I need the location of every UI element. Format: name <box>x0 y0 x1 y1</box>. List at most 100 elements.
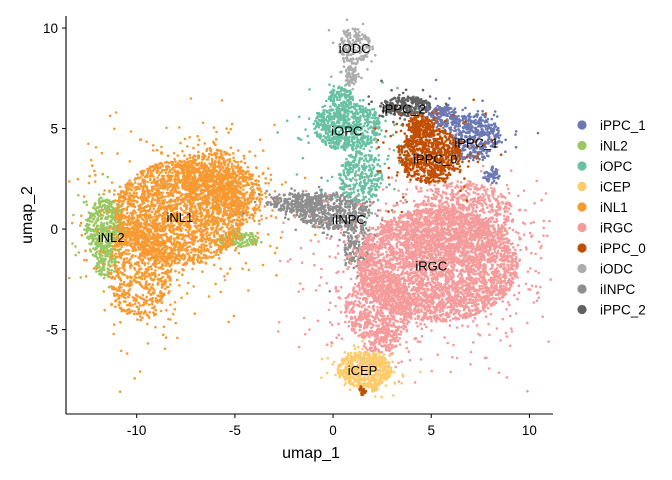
point <box>201 191 204 195</box>
point <box>115 203 119 206</box>
point <box>224 175 228 178</box>
point <box>102 251 105 254</box>
point <box>120 210 124 213</box>
point <box>153 313 156 317</box>
point <box>215 232 219 235</box>
point <box>237 252 241 255</box>
point <box>228 201 231 205</box>
point <box>139 297 143 300</box>
point <box>127 252 131 256</box>
point <box>198 171 201 175</box>
point <box>164 205 168 208</box>
point <box>246 202 250 205</box>
point <box>128 304 132 307</box>
point <box>205 222 208 225</box>
point <box>215 202 218 205</box>
point <box>182 174 185 178</box>
point <box>154 224 158 227</box>
point <box>167 239 171 242</box>
point <box>127 249 131 252</box>
point <box>174 259 177 262</box>
point <box>251 185 254 188</box>
point <box>240 201 244 204</box>
point <box>269 178 273 181</box>
point <box>126 205 130 208</box>
point <box>181 243 184 246</box>
point <box>129 242 133 245</box>
point <box>213 207 216 210</box>
point <box>220 173 224 176</box>
point <box>161 293 165 297</box>
point <box>224 187 228 191</box>
point <box>138 255 142 259</box>
point <box>137 276 140 279</box>
point <box>108 210 112 214</box>
point <box>95 237 98 240</box>
point <box>118 300 121 304</box>
point <box>179 201 183 205</box>
point <box>158 234 161 238</box>
point <box>150 302 154 306</box>
point <box>273 190 277 193</box>
point <box>165 126 168 130</box>
point <box>84 249 87 252</box>
point <box>201 121 205 125</box>
point <box>87 142 90 146</box>
point <box>163 187 167 190</box>
point <box>226 209 230 212</box>
point <box>251 235 255 239</box>
point <box>142 197 146 200</box>
point <box>125 275 129 278</box>
point <box>119 277 122 281</box>
point <box>223 221 226 224</box>
point <box>261 172 265 176</box>
point <box>180 193 184 196</box>
point <box>238 172 242 176</box>
point <box>167 178 171 182</box>
point <box>103 203 106 207</box>
point <box>157 228 161 231</box>
point <box>236 184 239 188</box>
point <box>226 205 230 209</box>
point <box>157 173 161 177</box>
point <box>136 196 140 200</box>
point <box>162 239 165 243</box>
point <box>199 233 202 237</box>
point <box>192 176 195 180</box>
point <box>100 245 103 248</box>
point <box>161 194 164 198</box>
point <box>95 224 99 227</box>
point <box>148 210 151 213</box>
point <box>248 173 251 176</box>
point <box>261 263 265 267</box>
point <box>267 167 270 170</box>
point <box>219 218 222 222</box>
point <box>172 246 176 250</box>
point <box>223 206 227 210</box>
point <box>227 227 231 231</box>
point <box>154 269 157 272</box>
point <box>118 200 121 204</box>
point <box>122 199 125 203</box>
point <box>197 256 200 260</box>
point <box>215 217 218 220</box>
point <box>183 256 187 260</box>
point <box>125 184 128 187</box>
point <box>229 183 232 187</box>
point <box>226 164 230 167</box>
point <box>104 234 108 238</box>
point <box>120 282 124 286</box>
point <box>196 240 200 243</box>
point <box>200 260 204 264</box>
point <box>110 253 114 257</box>
point <box>179 256 182 259</box>
point <box>168 225 172 229</box>
point <box>139 230 143 233</box>
point <box>131 238 134 241</box>
point <box>225 245 228 249</box>
point <box>83 228 86 231</box>
point <box>148 311 151 314</box>
point <box>113 247 117 251</box>
point <box>111 250 114 254</box>
point <box>128 179 131 182</box>
